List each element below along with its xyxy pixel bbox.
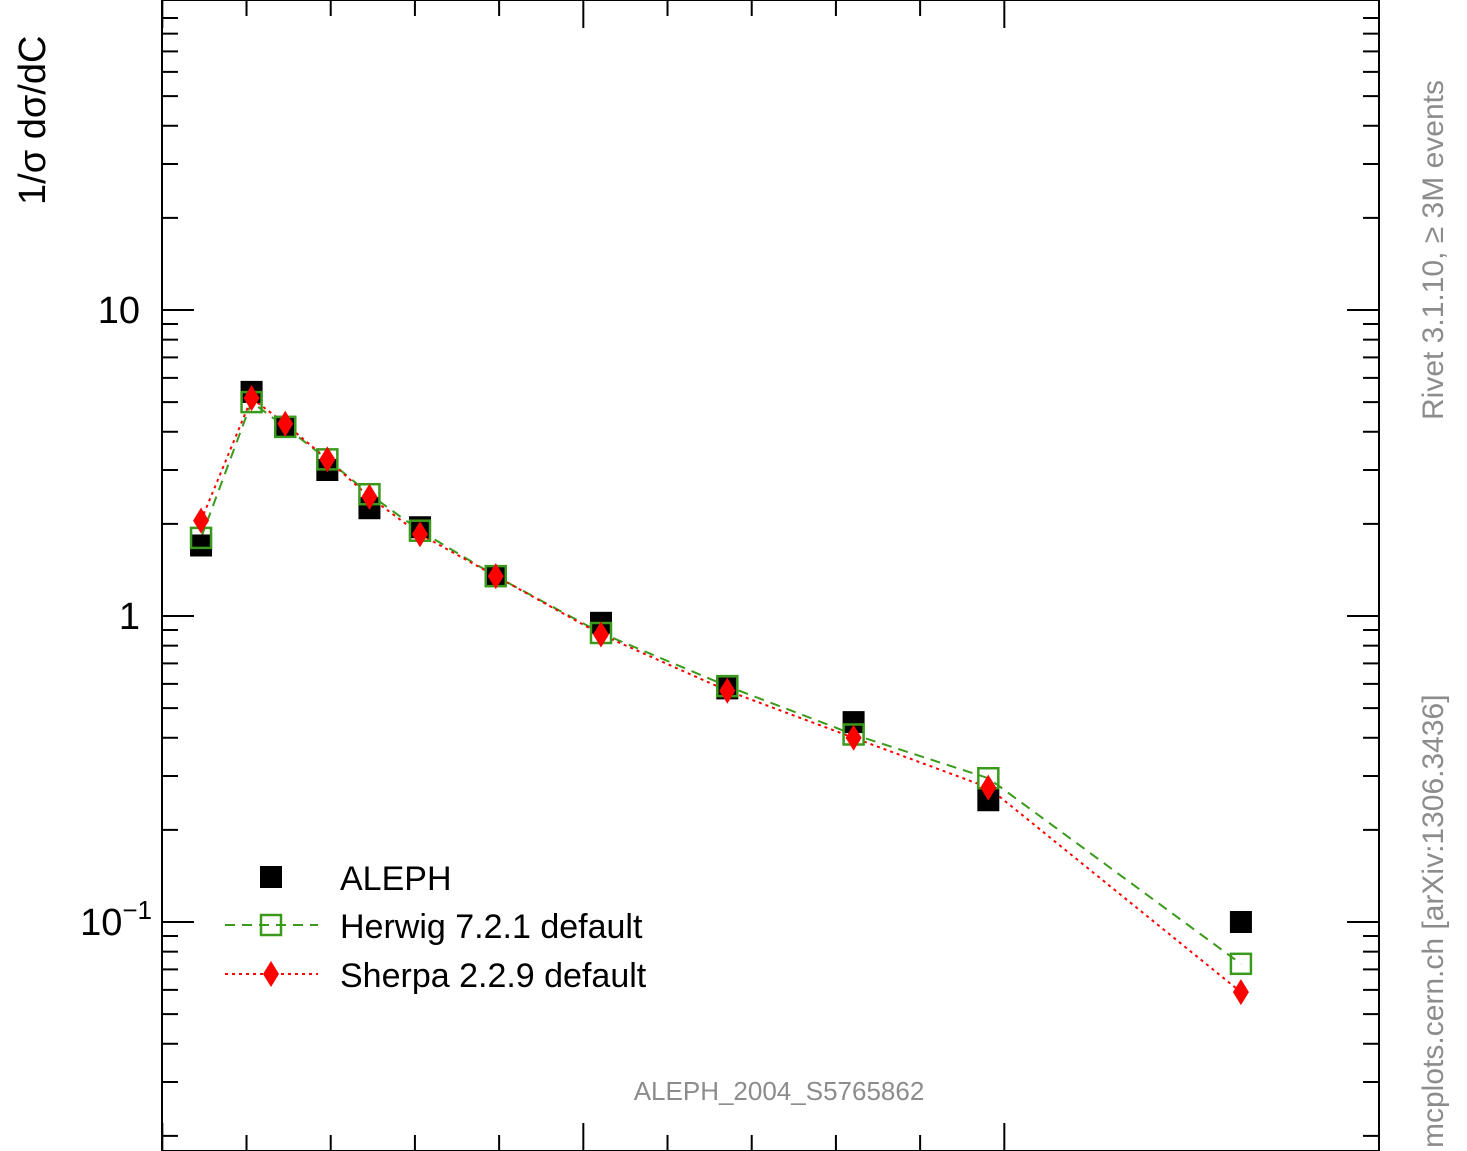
data-point: [719, 677, 736, 704]
data-point: [361, 483, 378, 510]
data-point: [1232, 979, 1249, 1006]
series-line: [200, 396, 1242, 993]
data-point: [277, 410, 294, 437]
legend: ALEPH Herwig 7.2.1 default Sherpa 2.2.9 de…: [225, 860, 647, 995]
side-label-bottom: mcplots.cern.ch [arXiv:1306.3436]: [1417, 694, 1450, 1148]
legend-marker: [259, 913, 283, 937]
y-axis-label: 1/σ dσ/dC: [12, 36, 54, 205]
data-point: [845, 724, 862, 751]
plot-frame: [161, 0, 1380, 1151]
data-point: [319, 446, 336, 473]
y-tick-label-exponent: −1: [122, 895, 152, 925]
data-point: [193, 507, 210, 534]
y-tick-label: 10: [98, 290, 140, 332]
data-point: [593, 621, 609, 648]
legend-label: Sherpa 2.2.9 default: [340, 957, 647, 995]
axis-ticks: [161, 0, 1379, 1151]
data-point: [980, 774, 997, 801]
data-point: [1229, 952, 1253, 976]
legend-label: Herwig 7.2.1 default: [340, 908, 643, 946]
side-label-top: Rivet 3.1.10, ≥ 3M events: [1417, 80, 1450, 420]
legend-marker: [260, 866, 282, 888]
watermark-label: ALEPH_2004_S5765862: [634, 1076, 925, 1106]
y-tick-label: 1: [119, 596, 140, 638]
data-point: [243, 385, 260, 412]
data-point: [411, 521, 428, 548]
data-point: [190, 534, 213, 557]
series-markers: [189, 380, 1253, 1006]
data-point: [842, 711, 865, 734]
y-tick-label: 10−1: [80, 895, 152, 944]
legend-marker: [263, 961, 279, 987]
data-point: [1229, 911, 1252, 933]
y-tick-label-base: 10: [80, 902, 122, 944]
data-point: [487, 563, 504, 590]
legend-label: ALEPH: [340, 860, 452, 898]
